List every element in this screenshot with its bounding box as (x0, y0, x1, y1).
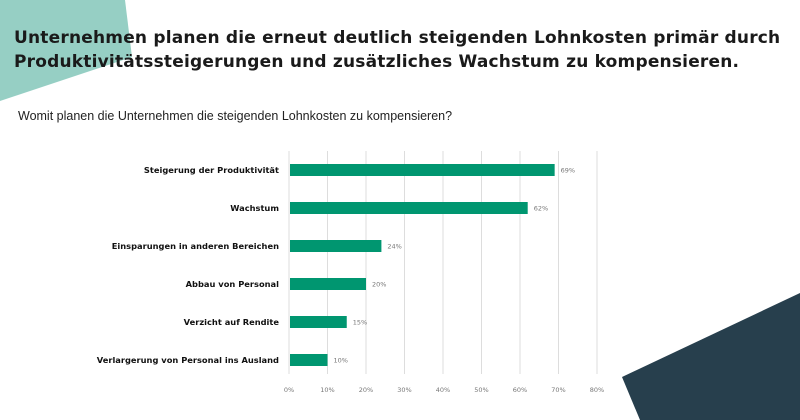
x-tick-label: 70% (551, 386, 565, 394)
bar (290, 202, 528, 214)
x-tick-label: 40% (436, 386, 450, 394)
bar (290, 240, 382, 252)
value-label: 62% (534, 205, 548, 213)
bar (290, 164, 555, 176)
title-line-1: Unternehmen planen die erneut deutlich s… (14, 28, 781, 48)
x-tick-label: 50% (474, 386, 488, 394)
category-label: Einsparungen in anderen Bereichen (112, 241, 279, 251)
category-label: Steigerung der Produktivität (144, 165, 279, 175)
bar (290, 316, 347, 328)
category-label: Verzicht auf Rendite (184, 317, 280, 327)
bar (290, 354, 328, 366)
category-label: Abbau von Personal (186, 279, 280, 289)
value-label: 20% (372, 281, 386, 289)
value-label: 24% (387, 243, 401, 251)
value-label: 69% (561, 167, 575, 175)
chart-question: Womit planen die Unternehmen die steigen… (18, 109, 453, 123)
teal-corner-shape (0, 0, 132, 101)
x-tick-label: 80% (590, 386, 604, 394)
x-tick-label: 60% (513, 386, 527, 394)
title-line-2: Produktivitätssteigerungen und zusätzlic… (14, 52, 740, 72)
x-tick-label: 10% (320, 386, 334, 394)
x-tick-label: 20% (359, 386, 373, 394)
x-tick-label: 0% (284, 386, 294, 394)
dark-corner-shape (622, 293, 800, 420)
value-label: 10% (334, 357, 348, 365)
value-label: 15% (353, 319, 367, 327)
page-title: Unternehmen planen die erneut deutlich s… (14, 26, 780, 74)
bar (290, 278, 366, 290)
x-tick-label: 30% (397, 386, 411, 394)
category-label: Wachstum (230, 203, 279, 213)
category-label: Verlargerung von Personal ins Ausland (97, 355, 279, 365)
